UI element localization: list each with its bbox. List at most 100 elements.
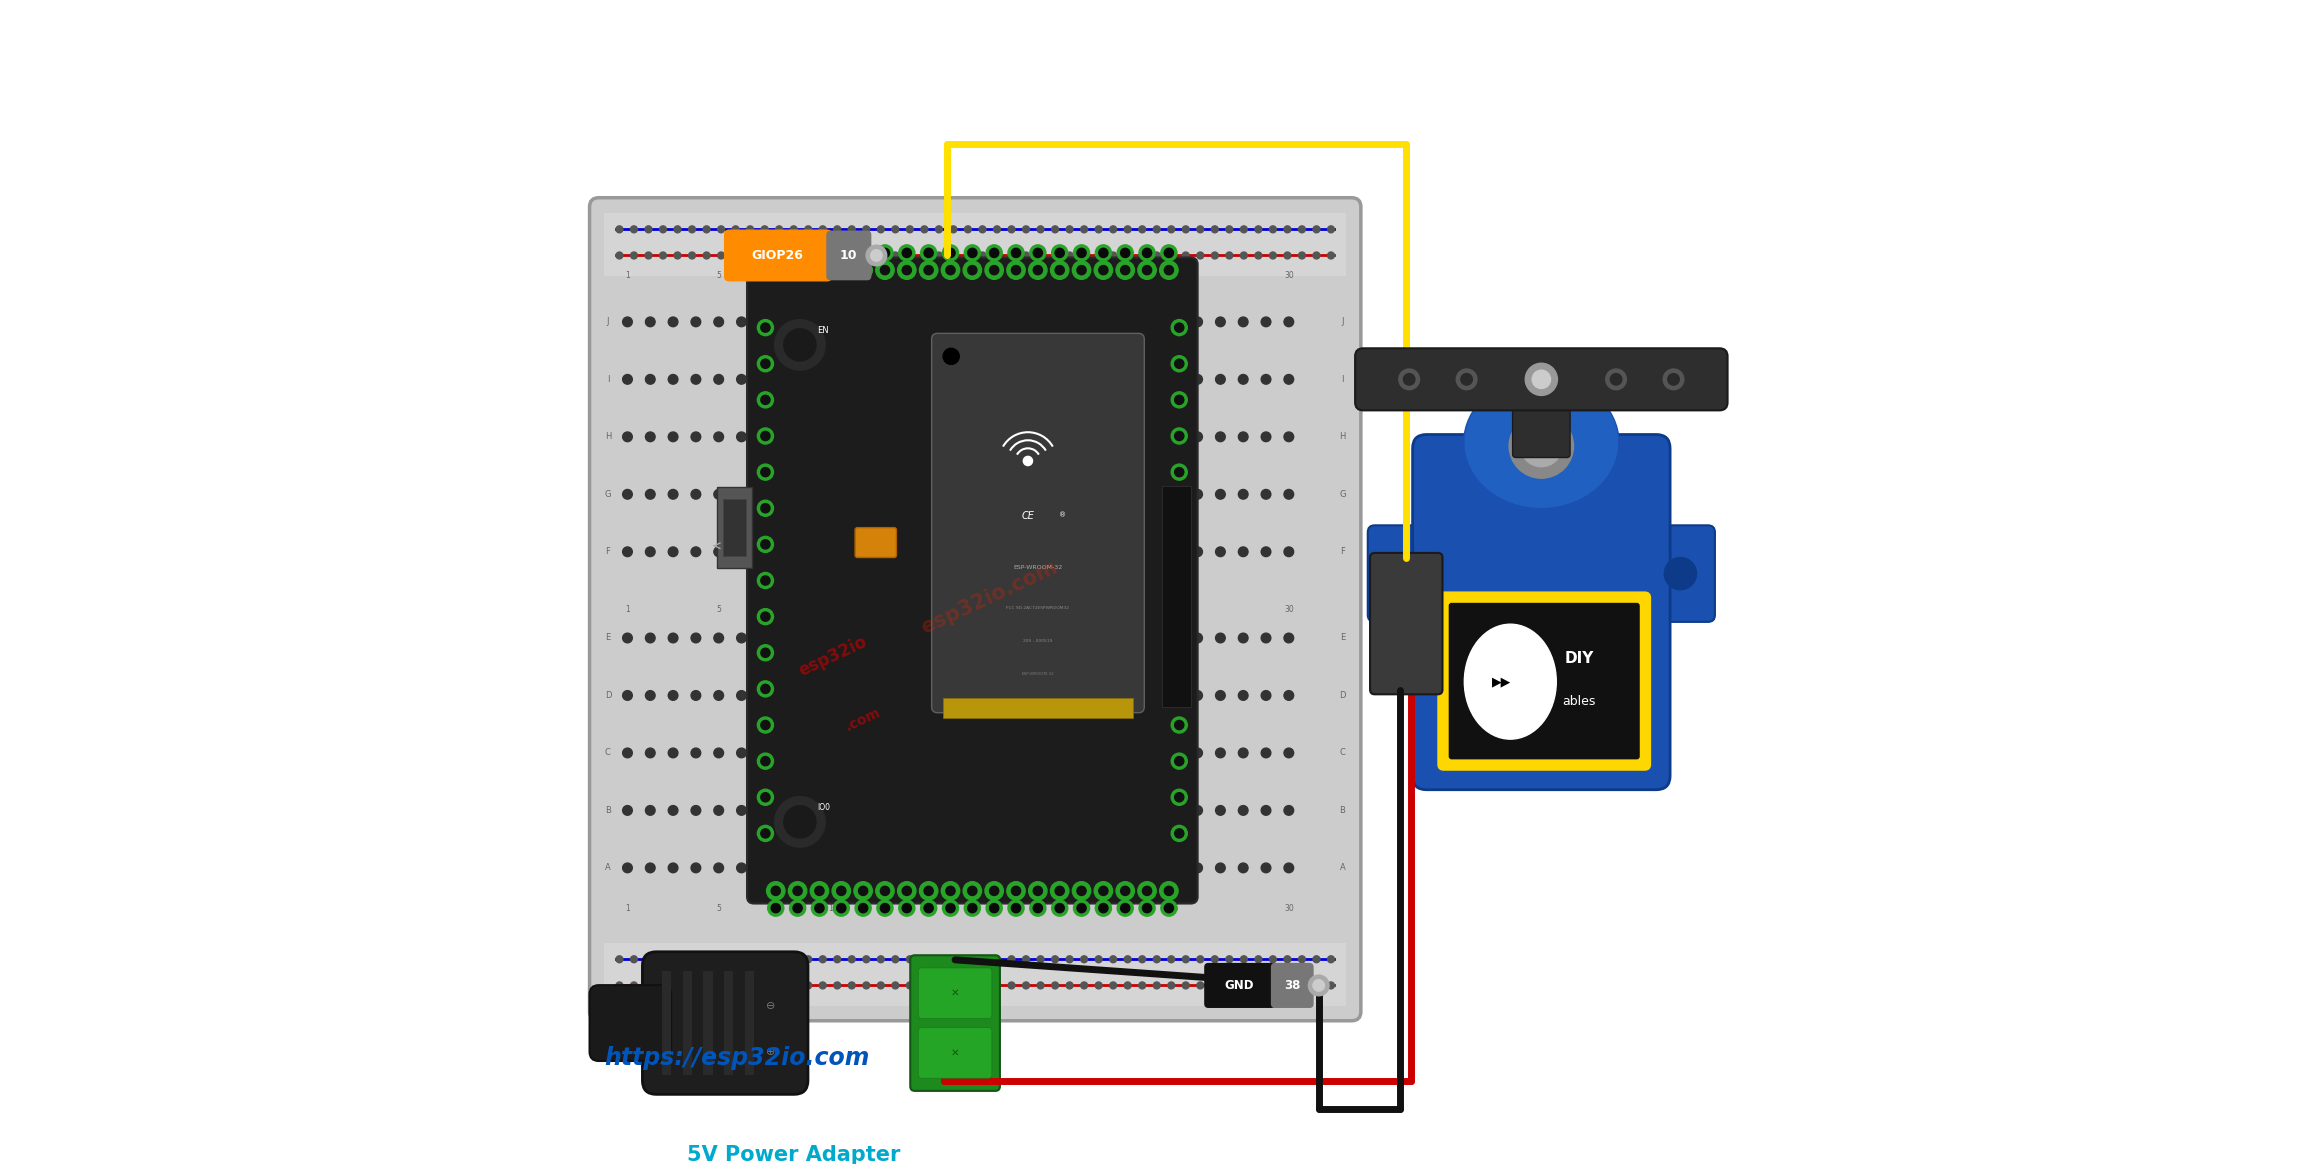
Circle shape: [760, 829, 769, 838]
Circle shape: [899, 244, 916, 261]
Text: 10: 10: [827, 903, 837, 913]
Circle shape: [867, 246, 888, 265]
Circle shape: [1011, 248, 1020, 257]
Circle shape: [1055, 863, 1067, 873]
Circle shape: [1125, 253, 1132, 258]
Text: 1: 1: [625, 903, 630, 913]
Circle shape: [1255, 956, 1262, 963]
Circle shape: [995, 956, 999, 963]
Circle shape: [1534, 438, 1550, 454]
Circle shape: [746, 982, 753, 989]
Circle shape: [1125, 490, 1134, 499]
Text: I: I: [607, 375, 609, 384]
Circle shape: [616, 226, 623, 233]
Circle shape: [897, 490, 906, 499]
Circle shape: [1239, 690, 1248, 701]
Circle shape: [1283, 432, 1294, 441]
Circle shape: [646, 633, 655, 643]
Circle shape: [1053, 982, 1057, 989]
Text: E: E: [1341, 633, 1346, 643]
Circle shape: [827, 490, 837, 499]
Circle shape: [669, 375, 679, 384]
Circle shape: [630, 982, 637, 989]
Circle shape: [718, 956, 725, 963]
Circle shape: [1055, 375, 1067, 384]
Circle shape: [1034, 490, 1043, 499]
Circle shape: [1053, 956, 1057, 963]
Circle shape: [881, 886, 890, 895]
Circle shape: [1102, 547, 1111, 556]
Circle shape: [1099, 265, 1109, 275]
Circle shape: [902, 248, 911, 257]
Circle shape: [1299, 956, 1306, 963]
Circle shape: [623, 547, 632, 556]
Circle shape: [783, 317, 792, 327]
Circle shape: [1011, 490, 1020, 499]
Circle shape: [851, 748, 860, 758]
Circle shape: [1125, 690, 1134, 701]
Text: 5: 5: [716, 271, 720, 281]
Circle shape: [623, 633, 632, 643]
Circle shape: [834, 253, 841, 258]
Circle shape: [1053, 244, 1067, 261]
Circle shape: [804, 956, 811, 963]
Circle shape: [804, 690, 816, 701]
Circle shape: [1037, 982, 1043, 989]
Circle shape: [1095, 261, 1113, 279]
Circle shape: [1239, 748, 1248, 758]
Circle shape: [918, 748, 930, 758]
Circle shape: [964, 253, 971, 258]
Circle shape: [690, 432, 702, 441]
Circle shape: [772, 886, 781, 895]
Circle shape: [876, 244, 892, 261]
Circle shape: [1034, 633, 1043, 643]
Circle shape: [1299, 253, 1306, 258]
Circle shape: [1327, 982, 1334, 989]
Circle shape: [1055, 432, 1067, 441]
Circle shape: [920, 900, 937, 916]
Circle shape: [951, 956, 957, 963]
Circle shape: [1081, 226, 1088, 233]
Circle shape: [1283, 956, 1290, 963]
Circle shape: [920, 982, 927, 989]
Circle shape: [1183, 956, 1190, 963]
Circle shape: [978, 982, 985, 989]
Ellipse shape: [1464, 376, 1620, 509]
Circle shape: [1215, 748, 1225, 758]
Text: ✕: ✕: [951, 988, 960, 999]
Circle shape: [1313, 980, 1325, 992]
Circle shape: [774, 320, 825, 370]
Circle shape: [937, 226, 941, 233]
Circle shape: [1399, 369, 1420, 390]
Circle shape: [1171, 573, 1188, 589]
Circle shape: [1611, 374, 1622, 385]
Circle shape: [1143, 248, 1153, 257]
Circle shape: [897, 375, 906, 384]
Text: E: E: [604, 633, 611, 643]
Circle shape: [1262, 375, 1271, 384]
Circle shape: [1050, 881, 1069, 900]
Circle shape: [760, 324, 769, 332]
Circle shape: [804, 547, 816, 556]
Circle shape: [760, 540, 769, 549]
Circle shape: [964, 432, 974, 441]
Circle shape: [623, 805, 632, 815]
Circle shape: [1148, 690, 1157, 701]
FancyBboxPatch shape: [1645, 525, 1715, 622]
Circle shape: [1053, 253, 1057, 258]
Circle shape: [906, 982, 913, 989]
Circle shape: [690, 375, 702, 384]
Circle shape: [1009, 982, 1016, 989]
Circle shape: [925, 886, 934, 895]
Circle shape: [1171, 789, 1188, 805]
Circle shape: [816, 248, 825, 257]
Circle shape: [1102, 690, 1111, 701]
Circle shape: [1148, 805, 1157, 815]
Circle shape: [1125, 317, 1134, 327]
Circle shape: [1055, 748, 1067, 758]
Circle shape: [1078, 375, 1088, 384]
Circle shape: [1174, 648, 1183, 658]
Circle shape: [853, 261, 872, 279]
Text: 38: 38: [1285, 979, 1301, 992]
Circle shape: [1076, 248, 1085, 257]
